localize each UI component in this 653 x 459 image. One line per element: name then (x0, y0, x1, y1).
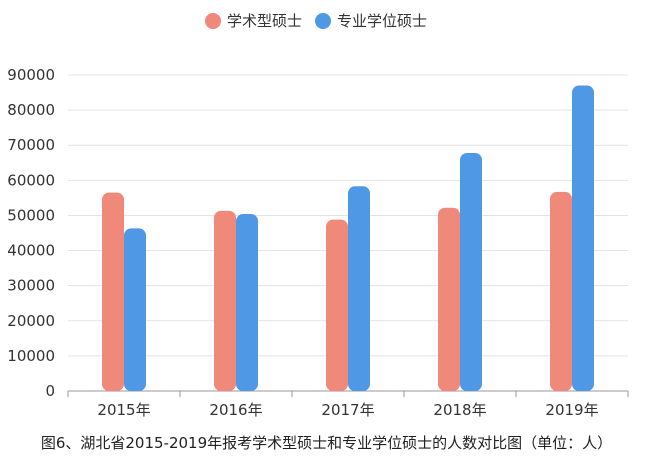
bar-professional-2019年 (572, 85, 594, 392)
y-tick-label-20000: 20000 (7, 312, 55, 330)
y-tick-label-30000: 30000 (7, 277, 55, 295)
bar-academic-2019年 (550, 191, 572, 391)
y-tick-label-70000: 70000 (7, 136, 55, 154)
bar-professional-2017年 (348, 186, 370, 391)
x-tick-label-2017年: 2017年 (321, 401, 374, 419)
bar-academic-2017年 (326, 219, 348, 391)
legend-label-professional: 专业学位硕士 (337, 12, 427, 30)
chart-caption: 图6、湖北省2015-2019年报考学术型硕士和专业学位硕士的人数对比图（单位：… (40, 434, 613, 452)
bar-academic-2018年 (438, 207, 460, 391)
bar-academic-2015年 (102, 192, 124, 391)
y-tick-label-40000: 40000 (7, 242, 55, 260)
bar-professional-2018年 (460, 152, 482, 391)
y-tick-label-0: 0 (45, 382, 55, 400)
y-tick-label-80000: 80000 (7, 101, 55, 119)
y-tick-label-90000: 90000 (7, 66, 55, 84)
x-tick-label-2018年: 2018年 (433, 401, 486, 419)
bar-professional-2016年 (236, 214, 258, 391)
x-tick-label-2019年: 2019年 (545, 401, 598, 419)
legend-marker-professional (315, 13, 331, 29)
bar-chart: 0 10000 20000 30000 40000 50000 60000 70000 8000… (7, 12, 629, 419)
bar-academic-2016年 (214, 210, 236, 391)
legend-marker-academic (205, 13, 221, 29)
y-tick-label-10000: 10000 (7, 347, 55, 365)
y-tick-label-60000: 60000 (7, 171, 55, 189)
y-tick-label-50000: 50000 (7, 206, 55, 224)
x-tick-label-2016年: 2016年 (209, 401, 262, 419)
legend-label-academic: 学术型硕士 (227, 12, 302, 30)
bar-professional-2015年 (124, 228, 146, 391)
x-tick-label-2015年: 2015年 (97, 401, 150, 419)
